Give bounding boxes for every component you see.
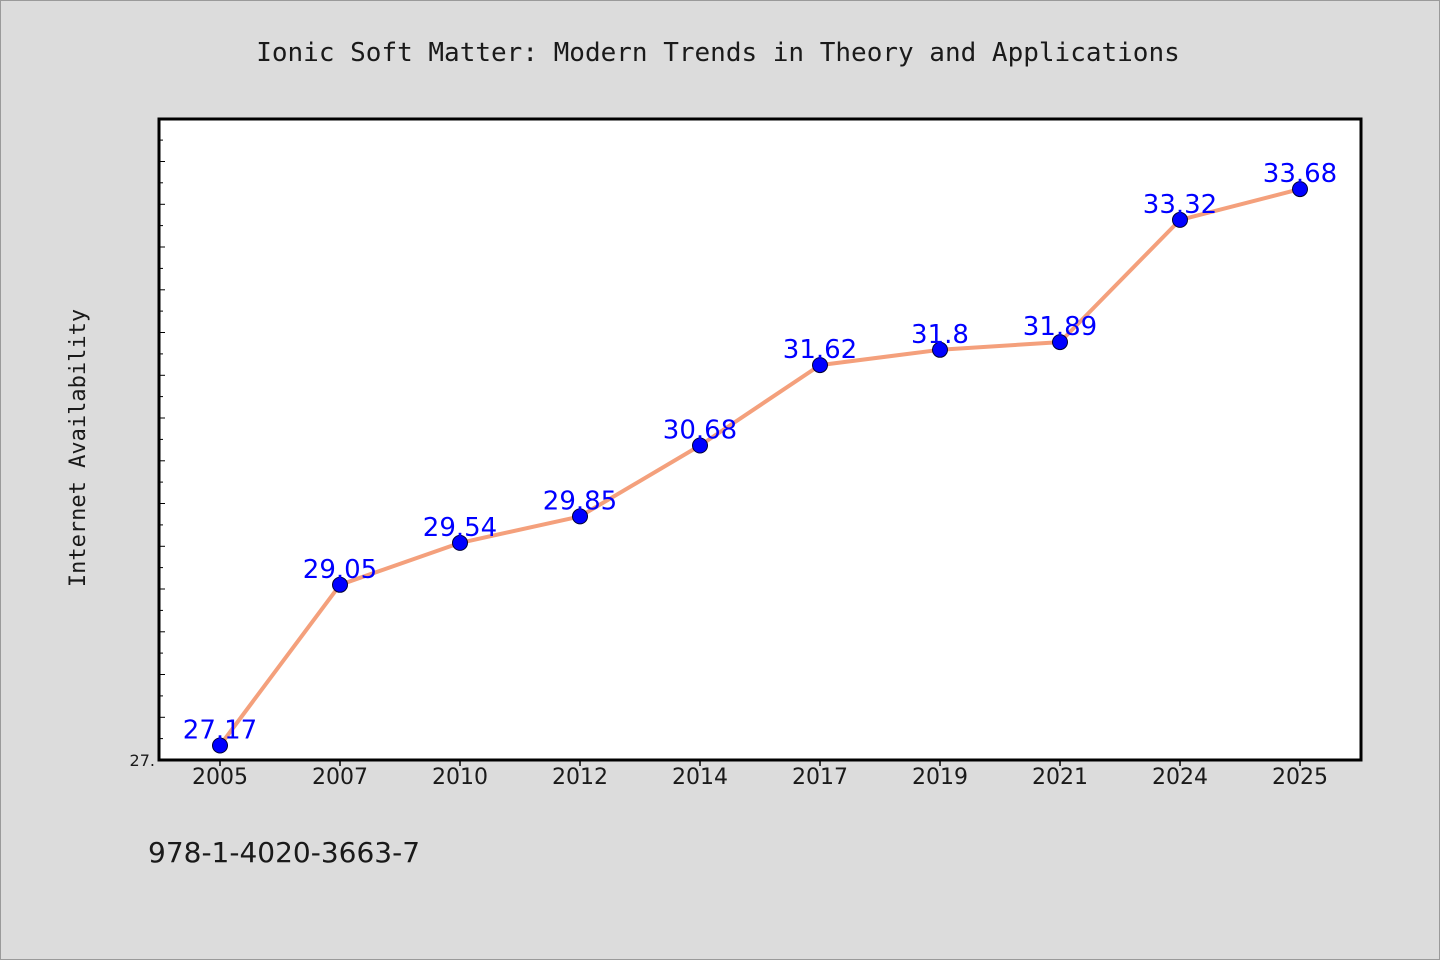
data-point (692, 437, 708, 454)
x-axis-ticks: 2005 2007 2010 2012 2014 2017 2019 2021 2024 2025 (192, 760, 1328, 790)
plot-area (157, 117, 1363, 762)
data-label: 31.89 (1023, 312, 1097, 342)
data-label: 29.54 (423, 513, 497, 543)
data-point (1292, 181, 1308, 198)
series-line (218, 187, 1302, 748)
data-point (452, 534, 468, 551)
x-tick-label: 2024 (1152, 765, 1208, 790)
data-point (812, 357, 828, 374)
x-tick-label: 2014 (672, 765, 728, 790)
data-point (572, 508, 588, 525)
data-point (332, 576, 348, 593)
x-tick-label: 2005 (192, 765, 248, 790)
data-label: 31.62 (783, 335, 857, 365)
data-point (1172, 211, 1188, 228)
chart-title: Ionic Soft Matter: Modern Trends in Theo… (256, 38, 1180, 68)
data-labels: 27.17 29.05 29.54 29.85 30.68 31.62 31.8 31.89 3… (183, 159, 1337, 745)
data-label: 33.68 (1263, 159, 1337, 189)
series-markers (212, 181, 1308, 754)
isbn-text: 978-1-4020-3663-7 (148, 836, 420, 869)
y-axis-label: Internet Availability (66, 309, 91, 587)
data-point (212, 737, 228, 754)
x-tick-label: 2021 (1032, 765, 1088, 790)
x-tick-label: 2019 (912, 765, 968, 790)
x-tick-label: 2017 (792, 765, 848, 790)
data-label: 33.32 (1143, 190, 1217, 220)
x-tick-label: 2012 (552, 765, 608, 790)
x-tick-label: 2007 (312, 765, 368, 790)
x-tick-label: 2025 (1272, 765, 1328, 790)
y-tick-label: 27. (130, 751, 155, 770)
data-point (932, 341, 948, 358)
data-label: 30.68 (663, 416, 737, 446)
y-axis-ticks (159, 139, 165, 761)
data-label: 31.8 (911, 320, 969, 350)
data-label: 29.85 (543, 486, 617, 516)
data-label: 27.17 (183, 716, 257, 746)
data-label: 29.05 (303, 555, 377, 585)
data-point (1052, 334, 1068, 351)
x-tick-label: 2010 (432, 765, 488, 790)
